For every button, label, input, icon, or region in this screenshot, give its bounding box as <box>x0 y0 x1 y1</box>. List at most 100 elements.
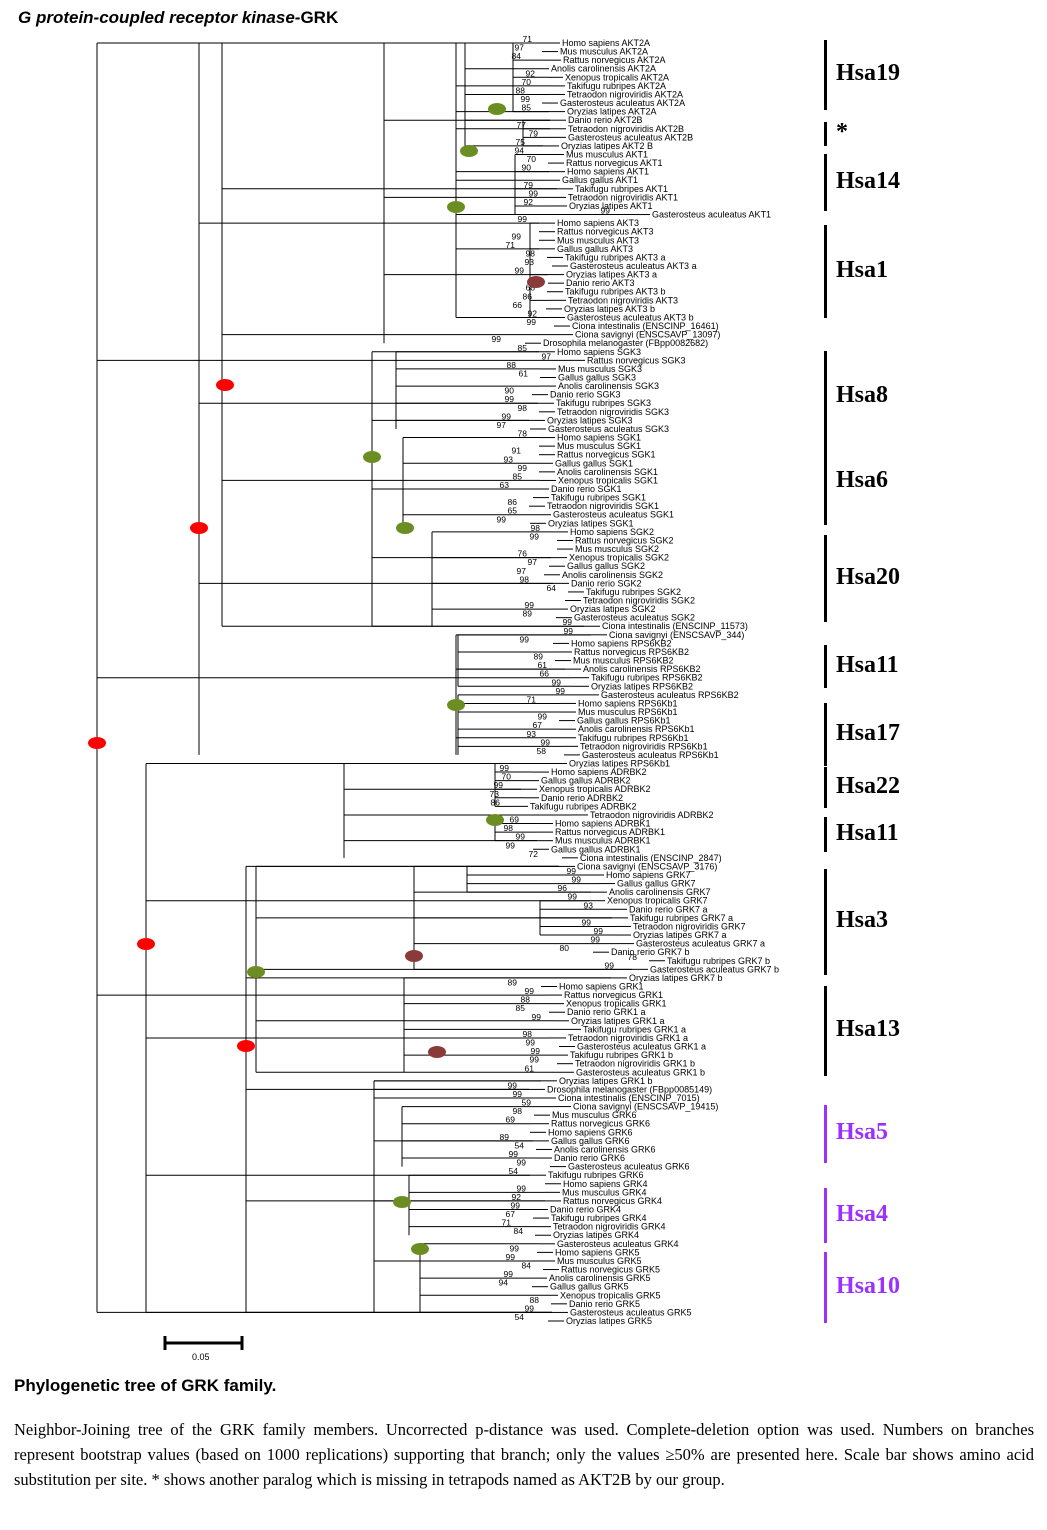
leaf-label: Anolis carolinensis RPS6KB2 <box>583 664 701 674</box>
leaf-label: Oryzias latipes SGK1 <box>548 518 634 528</box>
bootstrap-value: 67 <box>533 720 543 730</box>
leaf-label: Danio rerio AKT2B <box>568 115 643 125</box>
bootstrap-value: 69 <box>510 815 520 825</box>
bootstrap-value: 92 <box>528 308 538 318</box>
leaf-label: Xenopus tropicalis GRK7 <box>607 896 708 906</box>
leaf-label: Xenopus tropicalis AKT2A <box>565 72 669 82</box>
group-label: * <box>836 119 848 145</box>
leaf-label: Gasterosteus aculeatus AKT1 <box>652 210 771 220</box>
leaf-label: Gasterosteus aculeatus AKT3 b <box>567 312 694 322</box>
bootstrap-value: 99 <box>531 1046 541 1056</box>
leaf-label: Rattus norvegicus SGK1 <box>557 450 656 460</box>
group-bar <box>824 122 827 146</box>
leaf-label: Tetraodon nigroviridis GRK1 a <box>568 1033 688 1043</box>
leaf-label: Rattus norvegicus GRK6 <box>551 1119 650 1129</box>
bootstrap-value: 61 <box>538 660 548 670</box>
bootstrap-value: 80 <box>560 943 570 953</box>
leaf-label: Rattus norvegicus AKT3 <box>557 227 654 237</box>
node-marker-green <box>447 201 465 213</box>
leaf-label: Homo sapiens GRK7 <box>606 870 691 880</box>
leaf-label: Anolis carolinensis AKT2A <box>551 64 656 74</box>
group-bar <box>824 869 827 975</box>
bootstrap-value: 86 <box>508 497 518 507</box>
node-marker-brown <box>428 1046 446 1058</box>
leaf-label: Takifugu rubripes SGK3 <box>556 398 651 408</box>
leaf-label: Oryzias latipes AKT3 b <box>564 304 655 314</box>
leaf-label: Homo sapiens GRK6 <box>548 1127 633 1137</box>
leaf-label: Takifugu rubripes SGK2 <box>586 587 681 597</box>
bootstrap-value: 99 <box>508 1080 518 1090</box>
bootstrap-value: 86 <box>523 291 533 301</box>
bootstrap-value: 99 <box>517 1183 527 1193</box>
header-title-italic: G protein-coupled receptor kinase- <box>18 8 301 27</box>
leaf-label: Ciona savignyi (ENSCSAVP_19415) <box>573 1102 718 1112</box>
leaf-label: Rattus norvegicus GRK1 <box>564 990 663 1000</box>
bootstrap-value: 93 <box>584 900 594 910</box>
caption-title: Phylogenetic tree of GRK family. <box>14 1376 277 1395</box>
bootstrap-value: 88 <box>530 1295 540 1305</box>
bootstrap-value: 59 <box>522 1098 532 1108</box>
leaf-label: Anolis carolinensis GRK7 <box>609 887 711 897</box>
bootstrap-value: 99 <box>525 1303 535 1313</box>
leaf-label: Homo sapiens AKT2A <box>562 38 650 48</box>
leaf-label: Tetraodon nigroviridis AKT2B <box>568 124 684 134</box>
bootstrap-value: 71 <box>523 34 533 44</box>
bootstrap-value: 90 <box>505 386 515 396</box>
bootstrap-value: 99 <box>556 686 566 696</box>
group-bar <box>824 767 827 808</box>
bootstrap-value: 99 <box>518 463 528 473</box>
bootstrap-value: 93 <box>527 729 537 739</box>
leaf-label: Mus musculus GRK6 <box>552 1110 637 1120</box>
leaf-label: Xenopus tropicalis SGK2 <box>569 553 669 563</box>
leaf-label: Gallus gallus AKT3 <box>557 244 633 254</box>
bootstrap-value: 97 <box>497 420 507 430</box>
bootstrap-value: 99 <box>505 394 515 404</box>
leaf-label: Mus musculus SGK2 <box>575 544 659 554</box>
leaf-label: Oryzias latipes SGK2 <box>570 604 656 614</box>
leaf-label: Oryzias latipes SGK3 <box>547 415 633 425</box>
leaf-label: Gallus gallus SGK1 <box>555 458 633 468</box>
leaf-label: Gasterosteus aculeatus GRK1 b <box>576 1067 705 1077</box>
leaf-label: Danio rerio ADRBK2 <box>541 793 623 803</box>
bootstrap-value: 94 <box>515 146 525 156</box>
leaf-label: Takifugu rubripes GRK7 a <box>630 913 733 923</box>
leaf-label: Homo sapiens RPS6KB2 <box>571 638 672 648</box>
bootstrap-value: 89 <box>508 977 518 987</box>
leaf-label: Danio rerio SGK3 <box>550 390 621 400</box>
leaf-label: Oryzias latipes AKT1 <box>569 201 653 211</box>
leaf-label: Gallus gallus SGK3 <box>558 373 636 383</box>
bootstrap-value: 99 <box>497 514 507 524</box>
leaf-label: Takifugu rubripes AKT3 b <box>565 287 666 297</box>
leaf-label: Homo sapiens RPS6Kb1 <box>578 698 678 708</box>
node-marker-green <box>486 814 504 826</box>
bootstrap-value: 99 <box>500 763 510 773</box>
leaf-label: Danio rerio AKT3 <box>566 278 635 288</box>
bootstrap-value: 99 <box>530 531 540 541</box>
group-label: Hsa14 <box>836 167 901 194</box>
leaf-label: Gasterosteus aculeatus SGK2 <box>574 613 695 623</box>
leaf-label: Oryzias latipes RPS6Kb1 <box>569 758 670 768</box>
bootstrap-value: 71 <box>506 240 516 250</box>
leaf-label: Gasterosteus aculeatus RPS6KB2 <box>601 690 739 700</box>
node-marker-red <box>88 737 106 749</box>
leaf-label: Tetraodon nigroviridis GRK1 b <box>575 1059 695 1069</box>
scale-bar-label: 0.05 <box>192 1352 210 1362</box>
leaf-label: Mus musculus RPS6Kb1 <box>578 707 678 717</box>
bootstrap-value: 76 <box>518 549 528 559</box>
leaf-label: Homo sapiens ADRBK1 <box>555 819 651 829</box>
bootstrap-value: 99 <box>516 832 526 842</box>
bootstrap-value: 98 <box>520 574 530 584</box>
bootstrap-value: 99 <box>601 206 611 216</box>
node-marker-green <box>396 522 414 534</box>
bootstrap-value: 84 <box>514 1226 524 1236</box>
leaf-label: Anolis carolinensis SGK2 <box>562 570 663 580</box>
group-label: Hsa20 <box>836 563 901 590</box>
bootstrap-value: 85 <box>518 343 528 353</box>
group-label: Hsa17 <box>836 719 901 746</box>
leaf-label: Gasterosteus aculeatus GRK1 a <box>577 1042 706 1052</box>
bootstrap-value: 61 <box>525 1063 535 1073</box>
bootstrap-value: 84 <box>522 1261 532 1271</box>
bootstrap-value: 99 <box>517 1158 527 1168</box>
node-marker-brown <box>527 276 545 288</box>
leaf-label: Rattus norvegicus GRK5 <box>561 1265 660 1275</box>
